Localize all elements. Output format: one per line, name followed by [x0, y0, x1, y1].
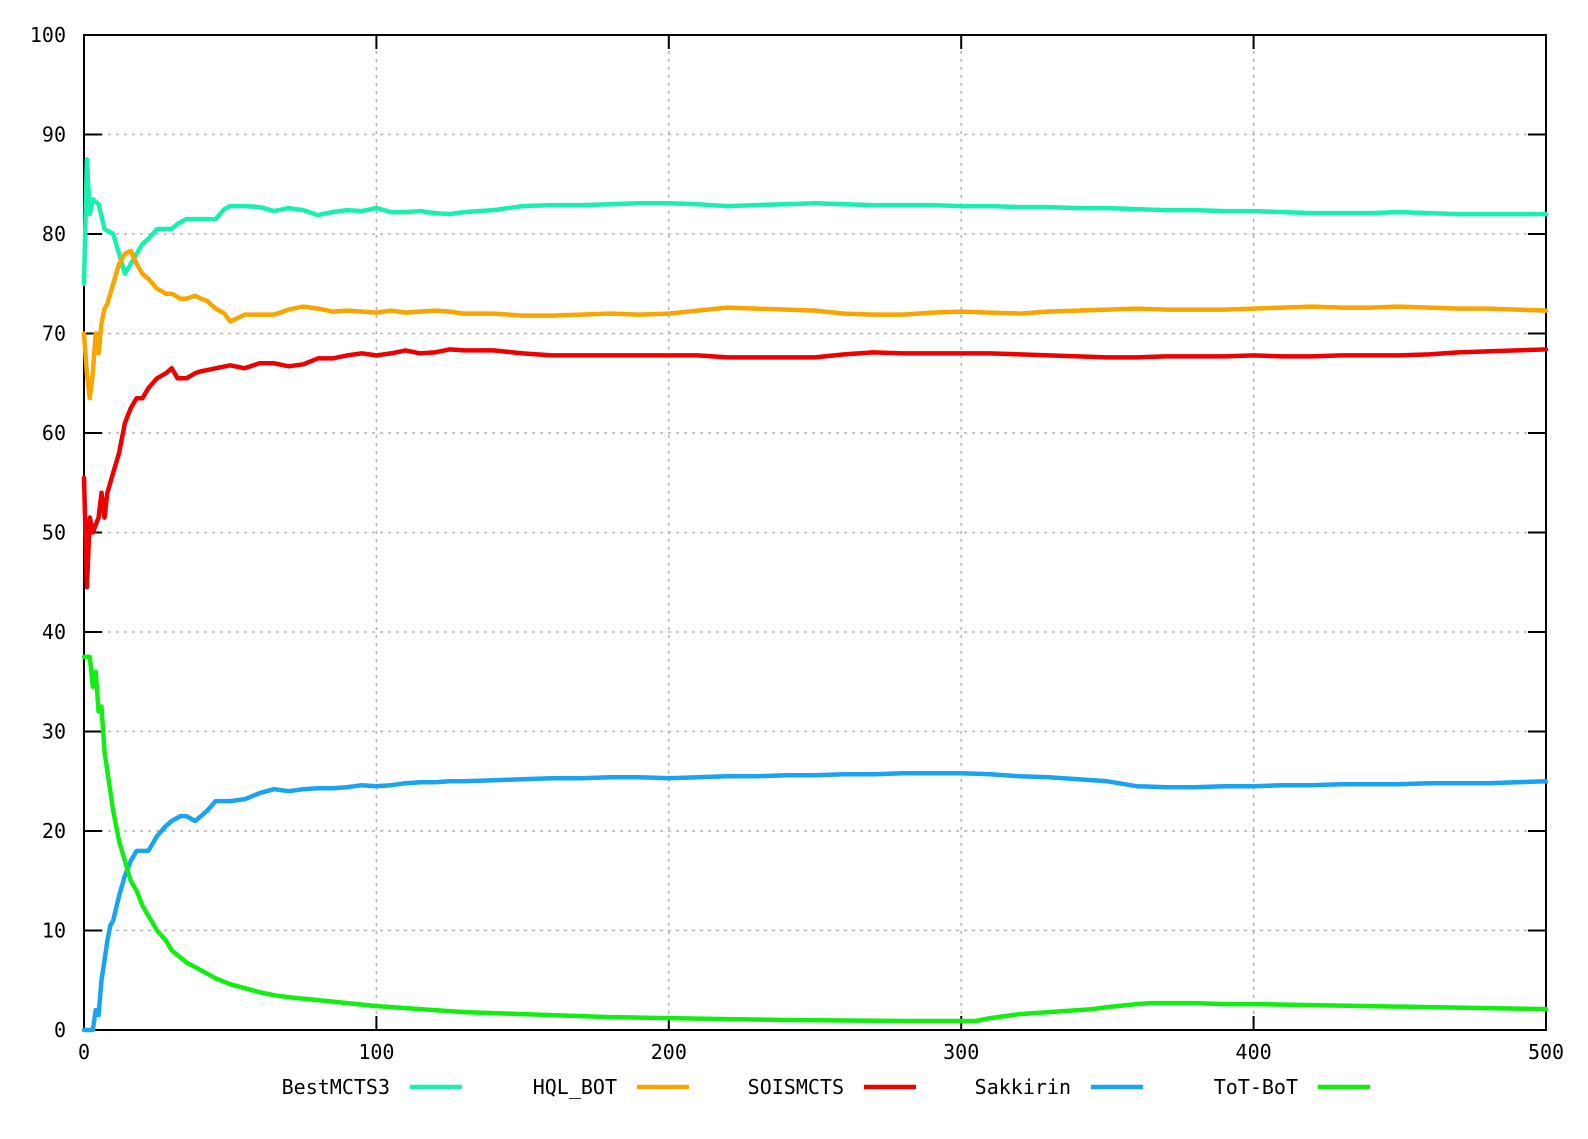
series-line-hql-bot [81, 248, 1549, 401]
x-tick-label: 200 [651, 1040, 687, 1064]
x-tick-label: 100 [358, 1040, 394, 1064]
x-tick-label: 500 [1528, 1040, 1564, 1064]
y-tick-label: 100 [30, 23, 66, 47]
series-line-sakkirin [81, 771, 1549, 1033]
y-tick-label: 70 [42, 322, 66, 346]
tick-labels: 0 100 200 300 400 500 0 10 20 30 40 50 60 70 80 90 100 [30, 23, 1564, 1064]
y-tick-label: 30 [42, 720, 66, 744]
x-tick-label: 300 [943, 1040, 979, 1064]
x-tick-label: 0 [78, 1040, 90, 1064]
legend: BestMCTS3 HQL_BOT SOISMCTS Sakkirin ToT-BoT [282, 1075, 1370, 1099]
y-tick-label: 80 [42, 222, 66, 246]
legend-label: ToT-BoT [1214, 1075, 1298, 1099]
grid-lines [84, 35, 1546, 1030]
series-line-bestmcts3 [81, 157, 1549, 287]
y-tick-label: 60 [42, 421, 66, 445]
legend-label: SOISMCTS [748, 1075, 844, 1099]
y-tick-label: 50 [42, 521, 66, 545]
y-tick-label: 0 [54, 1018, 66, 1042]
y-tick-label: 10 [42, 919, 66, 943]
legend-label: BestMCTS3 [282, 1075, 390, 1099]
y-tick-label: 90 [42, 123, 66, 147]
series-line-tot-bot [81, 654, 1549, 1024]
y-tick-label: 40 [42, 620, 66, 644]
series-lines [81, 157, 1549, 1033]
legend-label: Sakkirin [975, 1075, 1071, 1099]
x-tick-label: 400 [1236, 1040, 1272, 1064]
legend-label: HQL_BOT [533, 1075, 617, 1099]
series-line-soismcts [81, 347, 1549, 590]
y-tick-label: 20 [42, 819, 66, 843]
